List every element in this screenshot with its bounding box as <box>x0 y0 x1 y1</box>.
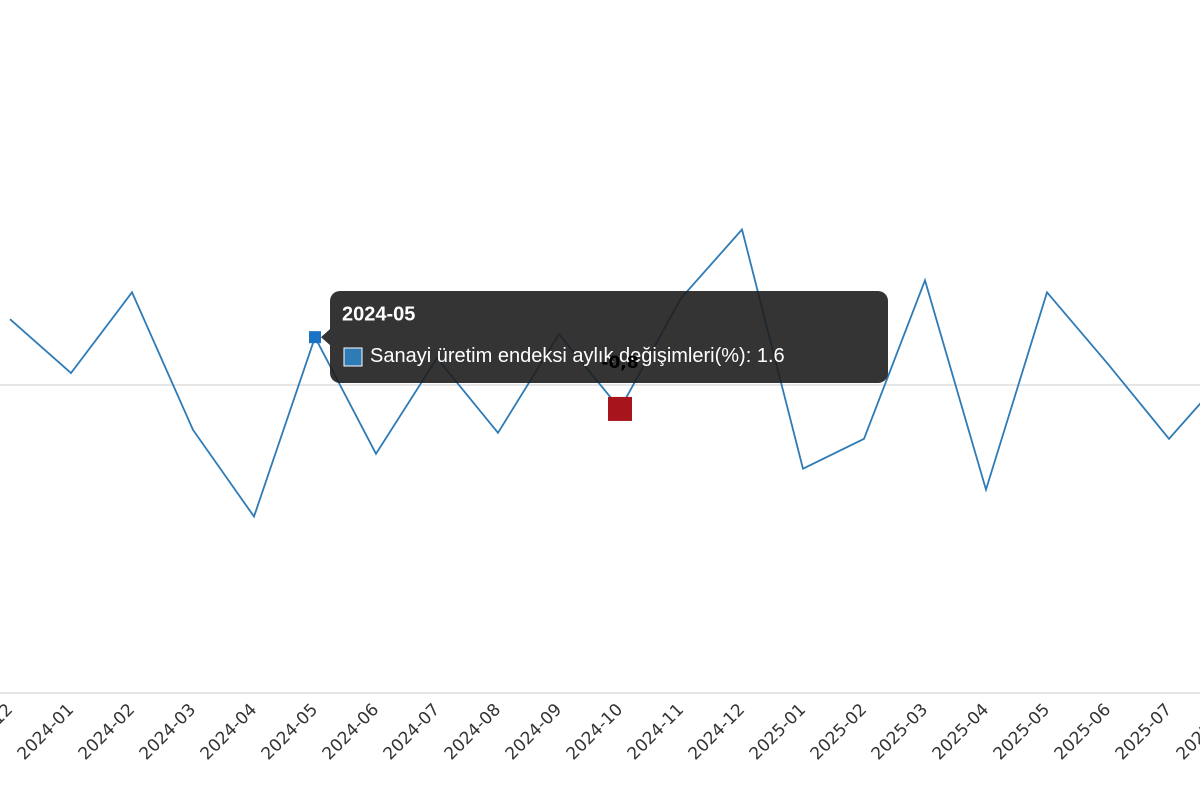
x-tick-label: 2025-08 <box>1173 700 1200 764</box>
x-tick-label: 2024-10 <box>563 700 627 764</box>
x-tick-label: 2024-04 <box>197 700 261 764</box>
tooltip-swatch <box>343 347 363 367</box>
x-tick-label: 2024-06 <box>319 700 383 764</box>
tooltip-value: 1.6 <box>757 345 785 367</box>
tooltip-title: 2024-05 <box>342 303 415 325</box>
x-tick-label: 2024-02 <box>75 700 139 764</box>
x-tick-label: 2024-11 <box>624 700 688 764</box>
data-label: -0,8 <box>601 353 638 373</box>
x-tick-label: 2025-05 <box>990 700 1054 764</box>
highlight-marker <box>608 396 632 421</box>
tooltip-box <box>321 291 888 383</box>
x-tick-label: 2025-07 <box>1112 700 1176 764</box>
x-tick-label: 2025-06 <box>1051 700 1115 764</box>
tooltip-separator: : <box>746 345 757 367</box>
x-tick-label: 2023-12 <box>0 700 17 764</box>
x-tick-label: 2024-01 <box>14 700 78 764</box>
x-tick-label: 2024-08 <box>441 700 505 764</box>
x-tick-label: 2025-01 <box>746 700 810 764</box>
hover-marker <box>309 331 321 344</box>
x-tick-label: 2025-03 <box>868 700 932 764</box>
x-tick-label: 2024-12 <box>685 700 749 764</box>
x-tick-label: 2024-03 <box>136 700 200 764</box>
x-tick-label: 2024-07 <box>380 700 444 764</box>
x-tick-label: 2024-05 <box>258 700 322 764</box>
tooltip-series-name: Sanayi üretim endeksi aylık değişimleri(… <box>370 345 746 367</box>
x-tick-label: 2025-02 <box>807 700 871 764</box>
x-tick-label: 2024-09 <box>502 700 566 764</box>
tooltip-body: Sanayi üretim endeksi aylık değişimleri(… <box>370 345 785 367</box>
x-tick-label: 2025-04 <box>929 700 993 764</box>
